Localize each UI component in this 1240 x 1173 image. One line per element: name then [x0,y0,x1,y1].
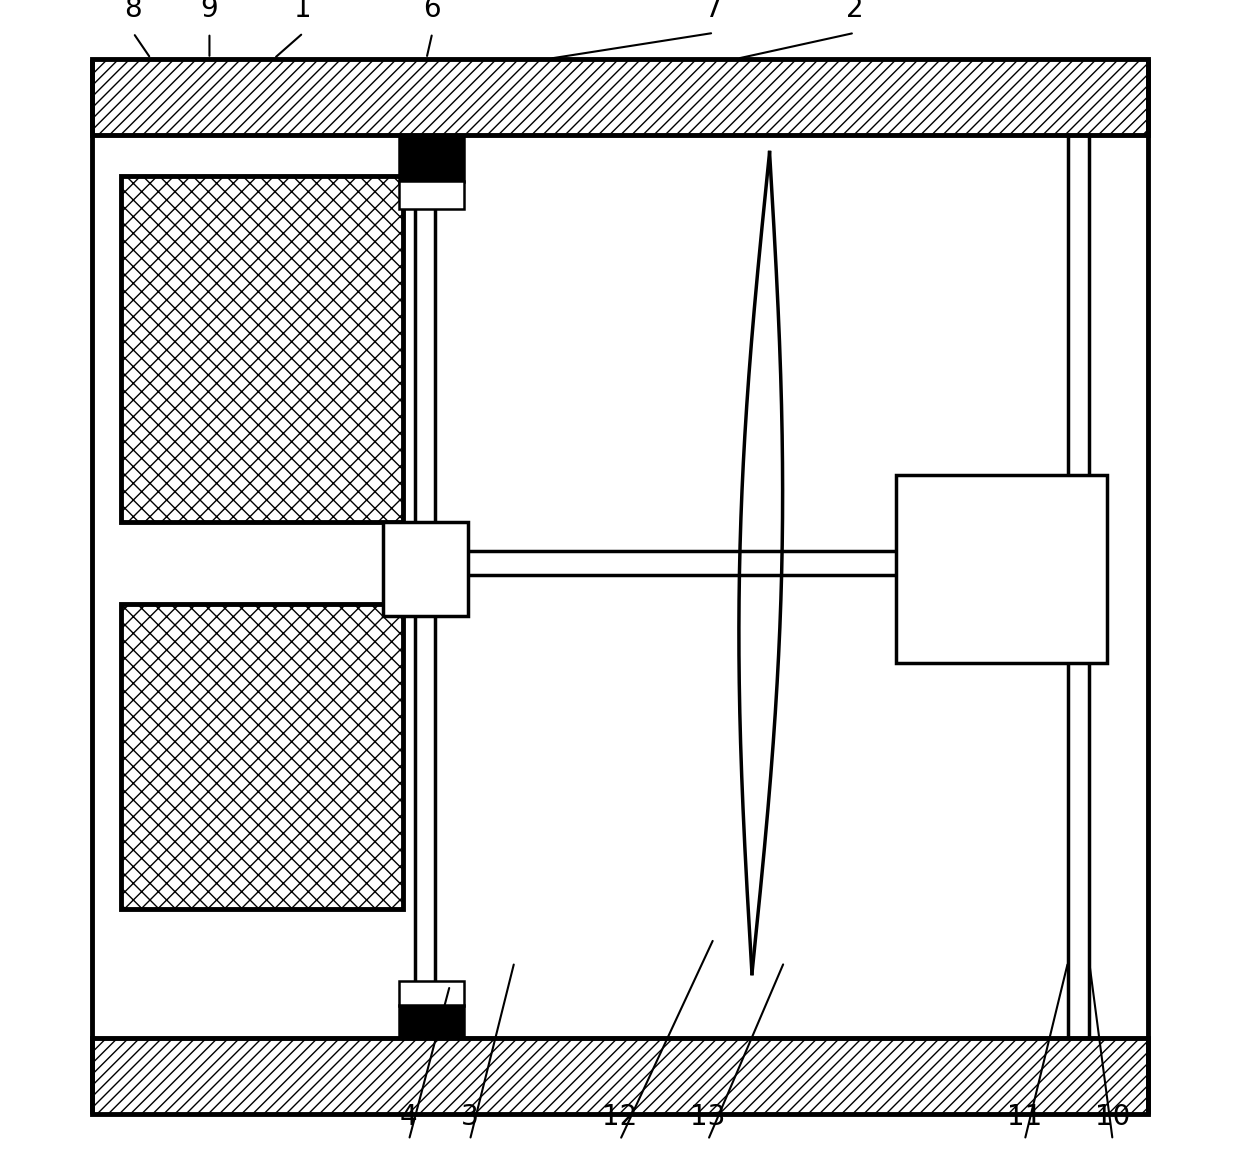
Text: 3: 3 [461,1103,479,1131]
Bar [895,475,1107,663]
Bar [399,1005,464,1038]
Text: 4: 4 [401,1103,418,1131]
Text: 13: 13 [691,1103,725,1131]
Text: 6: 6 [424,0,441,23]
Bar [399,981,464,1006]
Text: 7: 7 [706,0,723,23]
Bar [122,604,403,909]
Bar [122,176,403,522]
Text: 2: 2 [846,0,863,23]
Bar [92,1038,1148,1114]
Bar [383,522,467,616]
Text: 12: 12 [603,1103,637,1131]
Bar [399,181,464,209]
Text: 10: 10 [1095,1103,1131,1131]
Text: 11: 11 [1007,1103,1043,1131]
Text: 8: 8 [124,0,143,23]
Bar [399,135,464,182]
Text: 9: 9 [201,0,218,23]
Text: 1: 1 [294,0,312,23]
Bar [92,59,1148,135]
